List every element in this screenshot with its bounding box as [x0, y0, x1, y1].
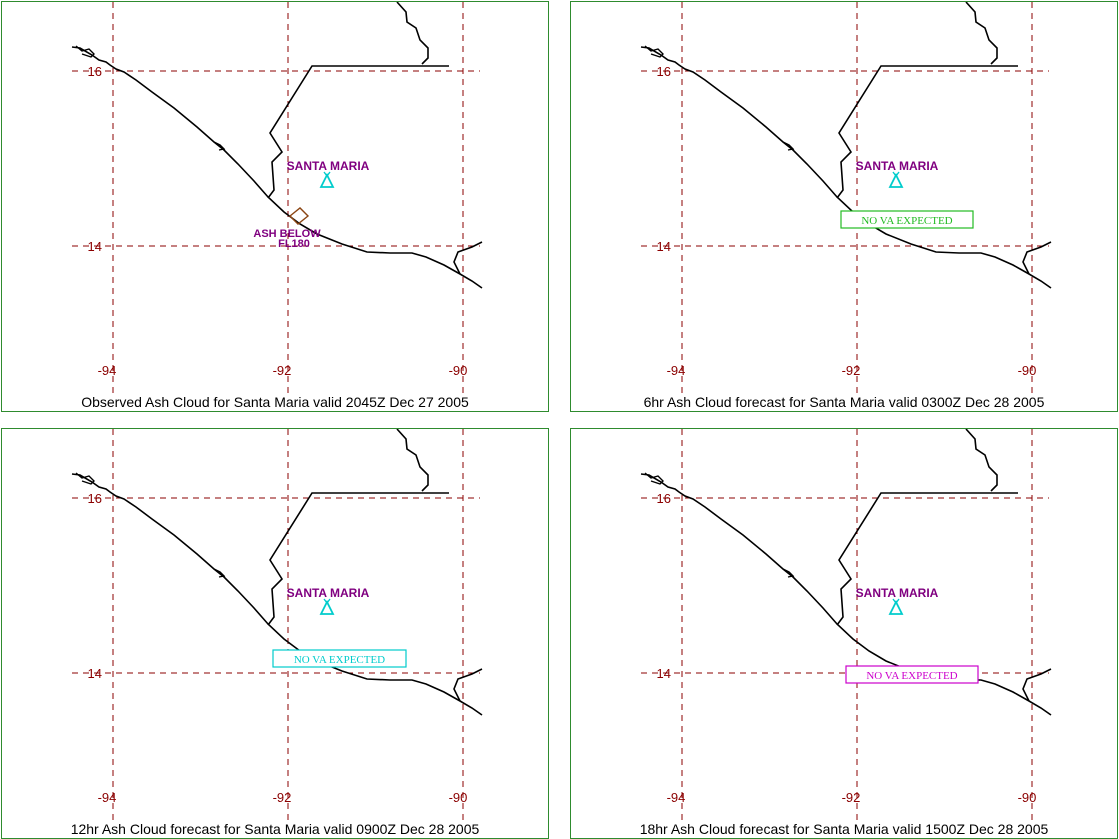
coast-detail [782, 568, 795, 578]
lon-tick-label: -92 [273, 363, 292, 378]
volcano-icon [323, 598, 331, 605]
ash-cloud-label: FL180 [278, 238, 310, 250]
coast-detail [75, 472, 95, 485]
panel-forecast-12hr: -94 -92 -90 16 14 SANTA MARIA NO VA EXPECTED 1… [1, 428, 549, 839]
lat-tick-label: 16 [657, 491, 671, 506]
country-border [1022, 668, 1052, 702]
volcano-icon [319, 599, 335, 615]
coast-detail [644, 472, 664, 485]
country-border [1022, 241, 1052, 275]
lon-tick-label: -94 [98, 790, 117, 805]
lon-tick-label: -92 [273, 790, 292, 805]
lon-tick-label: -90 [449, 363, 468, 378]
volcano-label: SANTA MARIA [287, 159, 370, 173]
ash-cloud-label: ASH BELOW [253, 228, 321, 240]
lat-tick-label: 14 [657, 239, 671, 254]
lon-tick-label: -92 [842, 363, 861, 378]
coast-detail [213, 568, 226, 578]
map-canvas: -94 -92 -90 16 14 SANTA MARIA NO VA EXPECTED [640, 429, 1052, 821]
country-border [453, 668, 483, 702]
country-border [396, 429, 429, 492]
lon-tick-label: -94 [98, 363, 117, 378]
volcano-icon [892, 598, 900, 605]
no-va-box [272, 649, 407, 668]
country-border [965, 2, 998, 65]
panel-title: Observed Ash Cloud for Santa Maria valid… [81, 394, 469, 410]
panel-title: 18hr Ash Cloud forecast for Santa Maria … [639, 821, 1049, 837]
lat-tick-label: 14 [88, 666, 102, 681]
lon-tick-label: -90 [1018, 790, 1037, 805]
lon-tick-label: -92 [842, 790, 861, 805]
coastline [640, 473, 1052, 716]
coast-detail [75, 45, 95, 58]
lat-tick-label: 14 [88, 239, 102, 254]
panel-observed: -94 -92 -90 16 14 SANTA MARIA ASH BELOW FL180 O… [1, 1, 549, 412]
volcano-icon [319, 172, 335, 188]
lon-tick-label: -94 [667, 790, 686, 805]
lat-tick-label: 16 [88, 491, 102, 506]
lon-tick-label: -90 [1018, 363, 1037, 378]
volcano-label: SANTA MARIA [856, 159, 939, 173]
coastline [71, 473, 483, 716]
no-va-label: NO VA EXPECTED [861, 215, 952, 227]
panel-forecast-18hr: -94 -92 -90 16 14 SANTA MARIA NO VA EXPECTED 1… [570, 428, 1118, 839]
coast-detail [644, 45, 664, 58]
panel-forecast-6hr: -94 -92 -90 16 14 SANTA MARIA NO VA EXPECTED 6… [570, 1, 1118, 412]
panel-title: 12hr Ash Cloud forecast for Santa Maria … [70, 821, 480, 837]
volcano-label: SANTA MARIA [287, 586, 370, 600]
volcano-icon [888, 172, 904, 188]
map-canvas: -94 -92 -90 16 14 SANTA MARIA NO VA EXPECTED [640, 2, 1052, 394]
no-va-box [840, 210, 974, 229]
volcano-icon [323, 171, 331, 178]
country-border [267, 492, 449, 626]
volcano-label: SANTA MARIA [856, 586, 939, 600]
country-border [267, 65, 449, 199]
no-va-box [845, 665, 979, 684]
coast-detail [213, 141, 226, 151]
country-border [396, 2, 429, 65]
lat-tick-label: 16 [657, 64, 671, 79]
ash-cloud-polygon [288, 207, 310, 225]
lat-tick-label: 14 [657, 666, 671, 681]
map-canvas: -94 -92 -90 16 14 SANTA MARIA NO VA EXPECTED [71, 429, 483, 821]
lon-tick-label: -94 [667, 363, 686, 378]
no-va-label: NO VA EXPECTED [294, 654, 385, 666]
no-va-label: NO VA EXPECTED [866, 670, 957, 682]
country-border [836, 492, 1018, 626]
lon-tick-label: -90 [449, 790, 468, 805]
country-border [965, 429, 998, 492]
panel-title: 6hr Ash Cloud forecast for Santa Maria v… [643, 394, 1045, 410]
lat-tick-label: 16 [88, 64, 102, 79]
coastline [640, 46, 1052, 289]
country-border [836, 65, 1018, 199]
country-border [453, 241, 483, 275]
volcano-icon [888, 599, 904, 615]
volcano-icon [892, 171, 900, 178]
coast-detail [782, 141, 795, 151]
coastline [71, 46, 483, 289]
